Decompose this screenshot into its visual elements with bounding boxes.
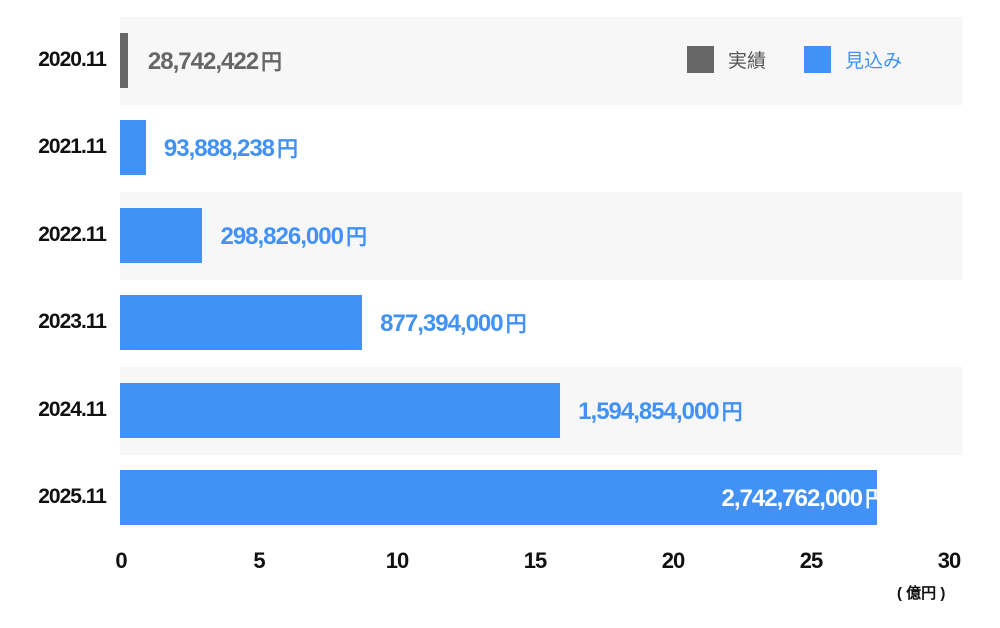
bar xyxy=(120,382,561,438)
value-label: 93,888,238 円 xyxy=(163,133,298,163)
bar xyxy=(120,32,128,88)
legend-swatch-actual xyxy=(687,46,714,73)
value-unit: 円 xyxy=(865,488,886,512)
bar xyxy=(120,120,146,176)
category-label: 2023.11 xyxy=(38,310,107,334)
bar xyxy=(120,295,363,351)
value-unit: 円 xyxy=(721,400,743,424)
value-label: 2,742,762,000 円 xyxy=(721,483,886,513)
value-number: 28,742,422 xyxy=(147,47,259,75)
legend-swatch-forecast xyxy=(804,46,831,73)
category-label: 2022.11 xyxy=(38,222,107,246)
value-number: 93,888,238 xyxy=(163,135,275,163)
x-tick-label: 30 xyxy=(937,548,962,573)
legend-item-forecast: 見込み xyxy=(804,46,902,73)
x-tick-label: 10 xyxy=(385,548,410,573)
x-tick-label: 20 xyxy=(661,548,686,573)
value-unit: 円 xyxy=(261,50,282,74)
category-label: 2020.11 xyxy=(38,47,107,71)
value-unit: 円 xyxy=(345,225,367,249)
category-label: 2024.11 xyxy=(38,397,107,421)
value-unit: 円 xyxy=(505,313,527,337)
row-band xyxy=(120,192,963,280)
x-tick-label: 5 xyxy=(253,548,265,573)
category-label: 2025.11 xyxy=(38,485,107,509)
legend-label-actual: 実績 xyxy=(728,51,767,72)
category-label: 2021.11 xyxy=(38,135,107,159)
value-unit: 円 xyxy=(277,138,298,162)
x-tick-label: 25 xyxy=(799,548,824,573)
x-axis-unit: ( 億円 ) xyxy=(897,585,946,602)
x-tick-label: 0 xyxy=(115,548,127,573)
value-label: 298,826,000 円 xyxy=(220,221,367,251)
value-label: 877,394,000 円 xyxy=(380,308,527,338)
x-tick-label: 15 xyxy=(523,548,548,573)
value-number: 298,826,000 xyxy=(220,222,343,250)
bar xyxy=(120,207,203,263)
value-label: 28,742,422 円 xyxy=(147,46,282,76)
legend-item-actual: 実績 xyxy=(687,46,766,73)
value-number: 877,394,000 xyxy=(380,310,503,338)
legend-label-forecast: 見込み xyxy=(845,51,903,72)
value-number: 1,594,854,000 xyxy=(578,397,719,425)
value-label: 1,594,854,000 円 xyxy=(578,396,743,426)
value-number: 2,742,762,000 xyxy=(721,485,863,513)
bar xyxy=(120,470,877,526)
